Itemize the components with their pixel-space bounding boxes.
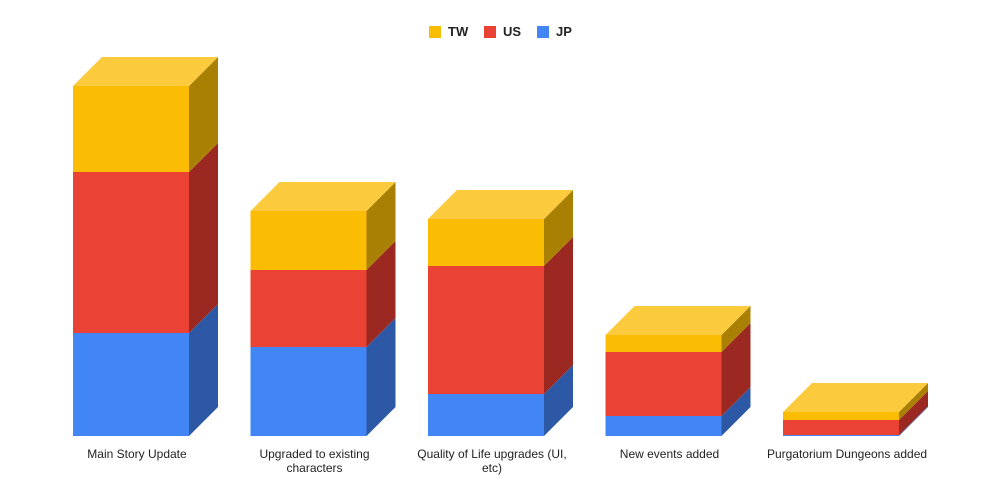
bar-stack-upgraded-to-existing-characters [250,182,396,436]
bar-side-quality-of-life-upgrades-ui-etc-tw [544,190,573,266]
bar-top-new-events-added [605,306,751,335]
legend-label-tw: TW [448,24,469,39]
bar-quality-of-life-upgrades-ui-etc-us [428,266,544,394]
bar-stack-main-story-update [73,57,218,436]
legend-label-jp: JP [556,24,572,39]
bar-purgatorium-dungeons-added-us [783,420,899,435]
bar-top-purgatorium-dungeons-added [783,383,928,412]
bar-top-upgraded-to-existing-characters [250,182,396,211]
bar-upgraded-to-existing-characters-jp [250,347,367,436]
bar-side-main-story-update-tw [189,57,218,172]
bar-stack-new-events-added [605,306,751,436]
bar-new-events-added-jp [605,416,722,436]
bar-side-upgraded-to-existing-characters-tw [366,182,396,270]
legend-swatch-us [484,26,496,38]
bar-purgatorium-dungeons-added-tw [783,412,899,420]
bar-new-events-added-tw [605,335,722,352]
bar-main-story-update-jp [73,333,189,436]
bar-stack-quality-of-life-upgrades-ui-etc [428,190,573,436]
bar-side-upgraded-to-existing-characters-jp [366,318,396,436]
legend-swatch-jp [537,26,549,38]
bar-side-quality-of-life-upgrades-ui-etc-jp [544,365,573,436]
bar-side-new-events-added-tw [721,306,751,352]
category-label-upgraded-to-existing-characters: Upgraded to existing characters [259,447,369,475]
bar-quality-of-life-upgrades-ui-etc-jp [428,394,544,436]
bar-side-upgraded-to-existing-characters-us [366,241,396,347]
legend-label-us: US [503,24,521,39]
legend-swatch-tw [429,26,441,38]
bar-side-main-story-update-jp [189,304,218,436]
bar-side-purgatorium-dungeons-added-us [899,391,928,435]
bar-stack-purgatorium-dungeons-added [783,383,928,436]
bars [73,57,928,436]
bar-main-story-update-tw [73,86,189,172]
bar-side-purgatorium-dungeons-added-tw [899,383,928,420]
bar-top-main-story-update [73,57,218,86]
category-label-main-story-update: Main Story Update [87,447,187,461]
bar-quality-of-life-upgrades-ui-etc-tw [428,219,544,266]
bar-new-events-added-us [605,352,722,416]
category-labels: Main Story Update Upgraded to existing cha… [87,447,927,475]
bar-top-quality-of-life-upgrades-ui-etc [428,190,573,219]
bar-side-purgatorium-dungeons-added-jp [899,406,928,436]
bar-side-quality-of-life-upgrades-ui-etc-us [544,237,573,394]
category-label-quality-of-life-upgrades-ui-etc: Quality of Life upgrades (UI, etc) [417,447,566,475]
bar-side-main-story-update-us [189,143,218,333]
category-label-purgatorium-dungeons-added: Purgatorium Dungeons added [767,447,927,461]
bar-main-story-update-us [73,172,189,333]
category-label-new-events-added: New events added [620,447,719,461]
legend: TW US JP [429,24,572,39]
bar-upgraded-to-existing-characters-tw [250,211,367,270]
bar-side-new-events-added-us [721,323,751,416]
bar-purgatorium-dungeons-added-jp [783,435,899,436]
bar-upgraded-to-existing-characters-us [250,270,367,347]
bar-side-new-events-added-jp [721,387,751,436]
